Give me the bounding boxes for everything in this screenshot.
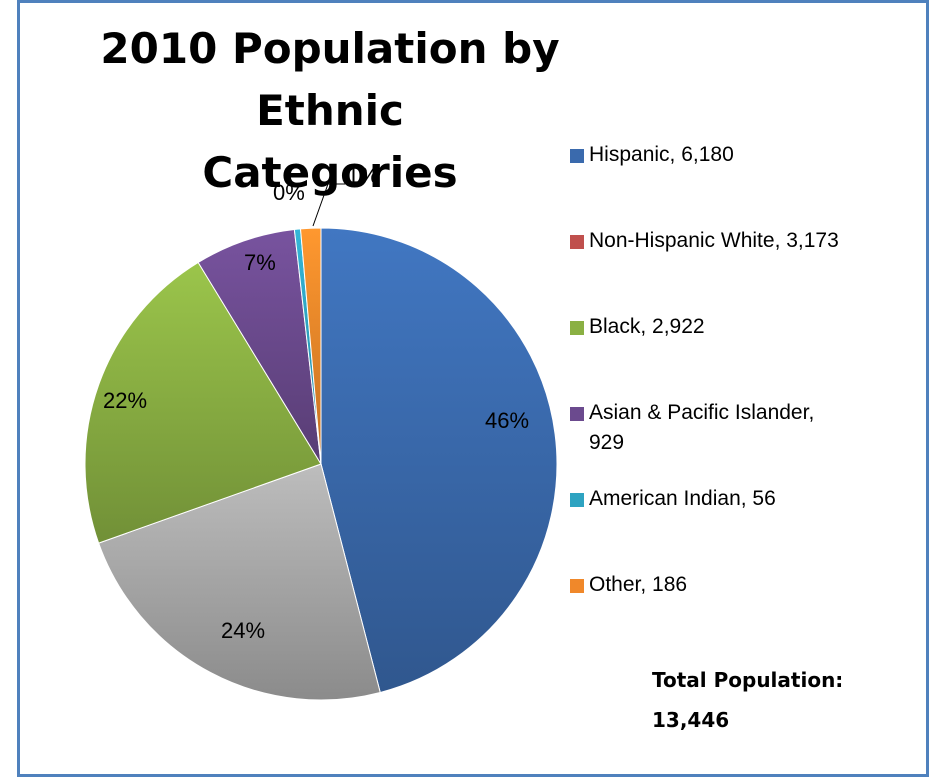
legend-swatch-other bbox=[570, 579, 584, 593]
legend-item-american-indian: American Indian, 56 bbox=[570, 484, 900, 514]
chart-title-line-1: 2010 Population by Ethnic bbox=[100, 24, 560, 135]
slice-label-other: 1% bbox=[347, 163, 379, 188]
legend-label-other: Other, 186 bbox=[589, 573, 688, 596]
total-population-value: 13,446 bbox=[652, 708, 730, 732]
slice-label-asian-pacific-islander: 7% bbox=[244, 250, 276, 275]
chart-title-line-2: Categories bbox=[202, 148, 458, 197]
legend-item-hispanic: Hispanic, 6,180 bbox=[570, 140, 900, 170]
total-population-label: Total Population: bbox=[652, 668, 844, 692]
legend-swatch-black bbox=[570, 321, 584, 335]
chart-title: 2010 Population by Ethnic Categories bbox=[70, 18, 590, 204]
legend-label-black: Black, 2,922 bbox=[589, 315, 705, 338]
slice-label-american-indian: 0% bbox=[273, 180, 305, 205]
leader-line-other bbox=[312, 183, 345, 227]
legend-item-non-hispanic-white: Non-Hispanic White, 3,173 bbox=[570, 226, 900, 256]
pie-slice-hispanic bbox=[320, 227, 558, 694]
legend-swatch-non-hispanic-white bbox=[570, 235, 584, 249]
legend-swatch-american-indian bbox=[570, 493, 584, 507]
legend-item-other: Other, 186 bbox=[570, 570, 900, 600]
legend-label-american-indian: American Indian, 56 bbox=[589, 487, 776, 510]
legend-swatch-asian-pacific-islander bbox=[570, 407, 584, 421]
legend-label-asian-pacific-islander-line-2: 929 bbox=[589, 431, 625, 454]
legend-item-black: Black, 2,922 bbox=[570, 312, 900, 342]
total-population: Total Population: 13,446 bbox=[652, 660, 843, 740]
legend-item-asian-pacific-islander: Asian & Pacific Islander, 929 bbox=[570, 398, 900, 458]
legend-label-non-hispanic-white: Non-Hispanic White, 3,173 bbox=[589, 229, 839, 252]
legend-label-asian-pacific-islander: Asian & Pacific Islander, bbox=[589, 401, 815, 424]
slice-label-non-hispanic-white: 24% bbox=[221, 618, 265, 643]
pie-slice-black bbox=[84, 261, 322, 544]
pie-slice-non-hispanic-white bbox=[98, 463, 381, 701]
pie-slice-other bbox=[299, 227, 322, 465]
slice-label-hispanic: 46% bbox=[485, 408, 529, 433]
slice-label-black: 22% bbox=[103, 388, 147, 413]
pie-slice-asian-pacific-islander bbox=[197, 228, 322, 465]
legend-label-hispanic: Hispanic, 6,180 bbox=[589, 143, 734, 166]
legend-swatch-hispanic bbox=[570, 149, 584, 163]
